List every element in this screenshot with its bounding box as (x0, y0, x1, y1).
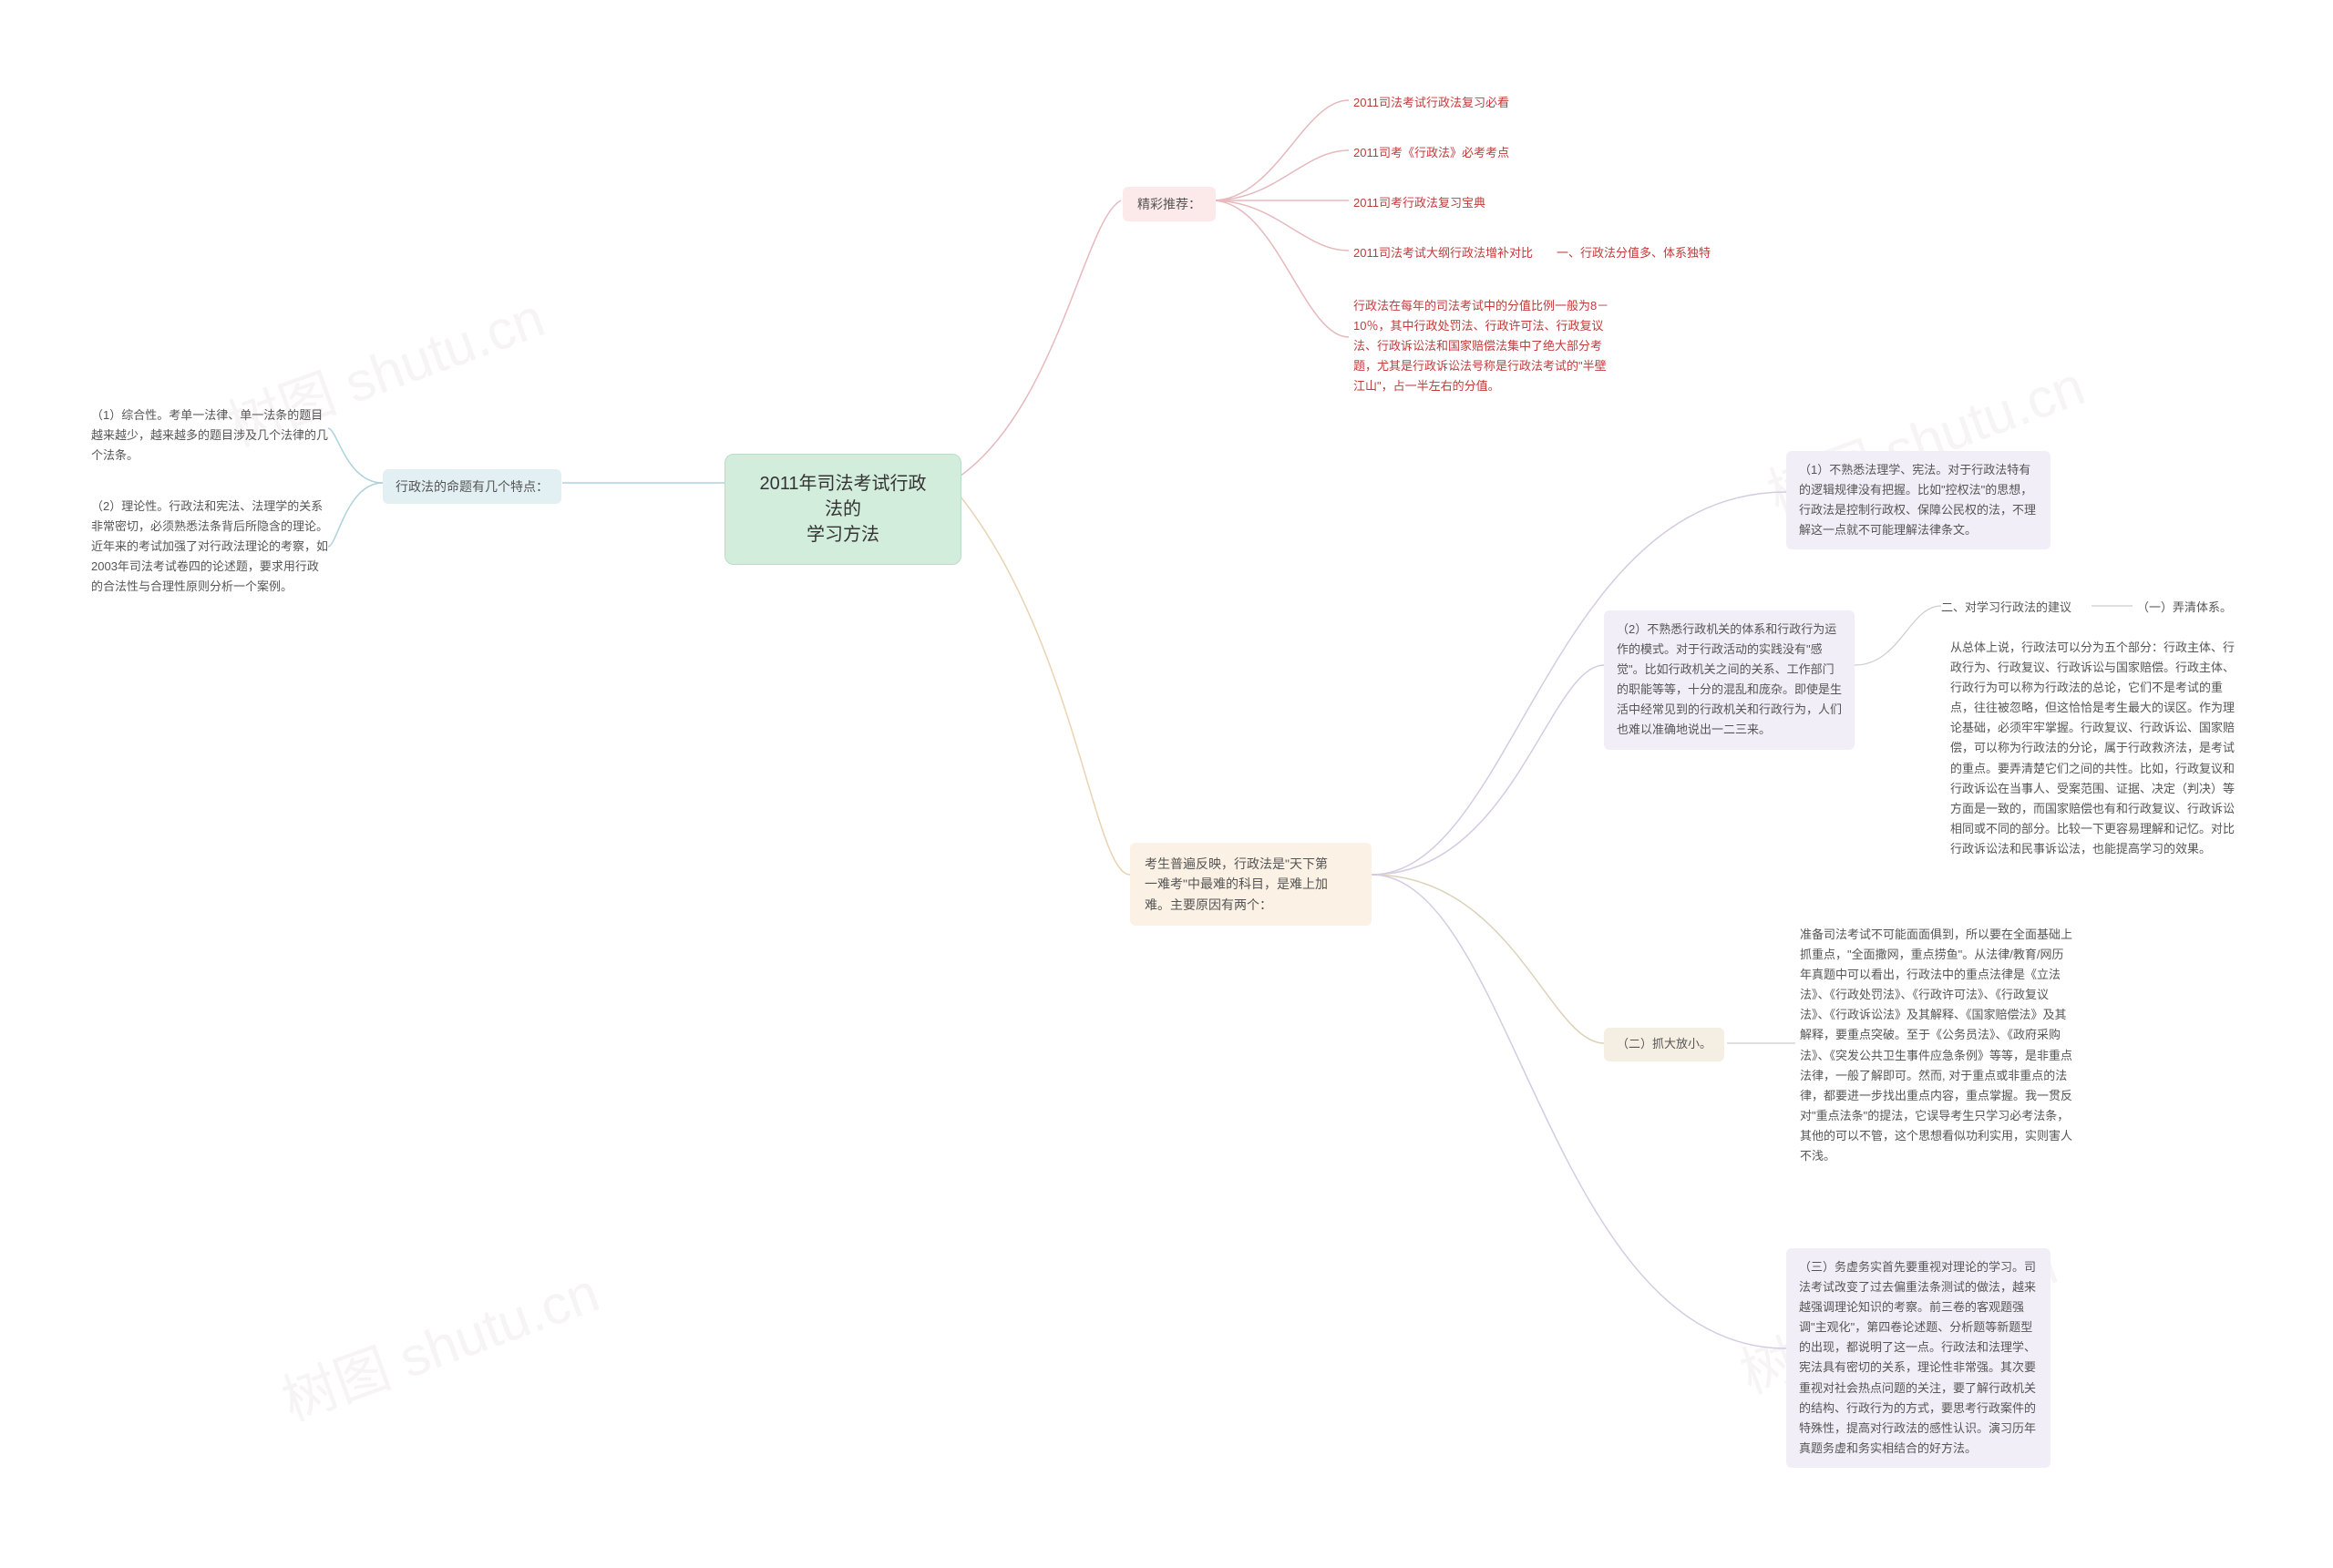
recommend-item-3[interactable]: 2011司法考试大纲行政法增补对比 一、行政法分值多、体系独特 (1353, 243, 1711, 263)
advice-1-heading[interactable]: （一）弄清体系。 (2137, 598, 2232, 618)
left-branch-label: 行政法的命题有几个特点： (396, 479, 549, 494)
recommend-item-3-text: 2011司法考试大纲行政法增补对比 一、行政法分值多、体系独特 (1353, 246, 1711, 260)
advice-1-body-text: 从总体上说，行政法可以分为五个部分：行政主体、行政行为、行政复议、行政诉讼与国家… (1950, 641, 2235, 856)
advice-2-label: （二）抓大放小。 (1617, 1037, 1711, 1050)
advice-3-node[interactable]: （三）务虚务实首先要重视对理论的学习。司法考试改变了过去偏重法条测试的做法，越来… (1786, 1248, 2050, 1468)
advice-2-body-text: 准备司法考试不可能面面俱到，所以要在全面基础上抓重点，"全面撒网，重点捞鱼"。从… (1800, 927, 2072, 1163)
left-branch-node[interactable]: 行政法的命题有几个特点： (383, 469, 561, 504)
advice-3-text: （三）务虚务实首先要重视对理论的学习。司法考试改变了过去偏重法条测试的做法，越来… (1799, 1260, 2036, 1455)
advice-1-body[interactable]: 从总体上说，行政法可以分为五个部分：行政主体、行政行为、行政复议、行政诉讼与国家… (1950, 638, 2242, 859)
watermark: 树图 shutu.cn (270, 1248, 608, 1436)
recommend-item-2-text: 2011司考行政法复习宝典 (1353, 196, 1485, 210)
recommend-item-0[interactable]: 2011司法考试行政法复习必看 (1353, 93, 1509, 113)
left-leaf-2-text: （2）理论性。行政法和宪法、法理学的关系非常密切，必须熟悉法条背后所隐含的理论。… (91, 499, 328, 593)
root-line1: 2011年司法考试行政法的 (759, 474, 926, 519)
advice-2-body[interactable]: 准备司法考试不可能面面俱到，所以要在全面基础上抓重点，"全面撒网，重点捞鱼"。从… (1800, 925, 2073, 1166)
recommend-item-4-text: 行政法在每年的司法考试中的分值比例一般为8－10％，其中行政处罚法、行政许可法、… (1353, 299, 1608, 393)
difficulty-l2: 一难考"中最难的科目，是难上加 (1145, 876, 1328, 891)
left-leaf-1[interactable]: （1）综合性。考单一法律、单一法条的题目越来越少，越来越多的题目涉及几个法律的几… (91, 405, 328, 466)
reason-1-node[interactable]: （1）不熟悉法理学、宪法。对于行政法特有的逻辑规律没有把握。比如"控权法"的思想… (1786, 451, 2050, 549)
difficulty-node[interactable]: 考生普遍反映，行政法是"天下第 一难考"中最难的科目，是难上加 难。主要原因有两… (1130, 843, 1372, 926)
advice-heading[interactable]: 二、对学习行政法的建议 (1941, 598, 2071, 618)
difficulty-l1: 考生普遍反映，行政法是"天下第 (1145, 856, 1328, 871)
reason-2-node[interactable]: （2）不熟悉行政机关的体系和行政行为运作的模式。对于行政活动的实践没有"感觉"。… (1604, 610, 1855, 750)
advice-1-heading-text: （一）弄清体系。 (2137, 600, 2232, 614)
reason-1-text: （1）不熟悉法理学、宪法。对于行政法特有的逻辑规律没有把握。比如"控权法"的思想… (1799, 463, 2036, 537)
reason-2-text: （2）不熟悉行政机关的体系和行政行为运作的模式。对于行政活动的实践没有"感觉"。… (1617, 622, 1842, 736)
root-node[interactable]: 2011年司法考试行政法的 学习方法 (725, 454, 961, 565)
recommend-item-1-text: 2011司考《行政法》必考考点 (1353, 146, 1509, 159)
left-leaf-2[interactable]: （2）理论性。行政法和宪法、法理学的关系非常密切，必须熟悉法条背后所隐含的理论。… (91, 497, 328, 597)
recommend-item-1[interactable]: 2011司考《行政法》必考考点 (1353, 143, 1509, 163)
recommend-label: 精彩推荐： (1137, 197, 1201, 211)
recommend-node[interactable]: 精彩推荐： (1123, 187, 1216, 221)
root-line2: 学习方法 (807, 525, 879, 545)
difficulty-l3: 难。主要原因有两个： (1145, 897, 1272, 912)
recommend-item-4[interactable]: 行政法在每年的司法考试中的分值比例一般为8－10％，其中行政处罚法、行政许可法、… (1353, 296, 1618, 396)
advice-2-node[interactable]: （二）抓大放小。 (1604, 1028, 1724, 1061)
advice-heading-text: 二、对学习行政法的建议 (1941, 600, 2071, 614)
recommend-item-2[interactable]: 2011司考行政法复习宝典 (1353, 193, 1485, 213)
recommend-item-0-text: 2011司法考试行政法复习必看 (1353, 96, 1509, 109)
left-leaf-1-text: （1）综合性。考单一法律、单一法条的题目越来越少，越来越多的题目涉及几个法律的几… (91, 408, 328, 462)
